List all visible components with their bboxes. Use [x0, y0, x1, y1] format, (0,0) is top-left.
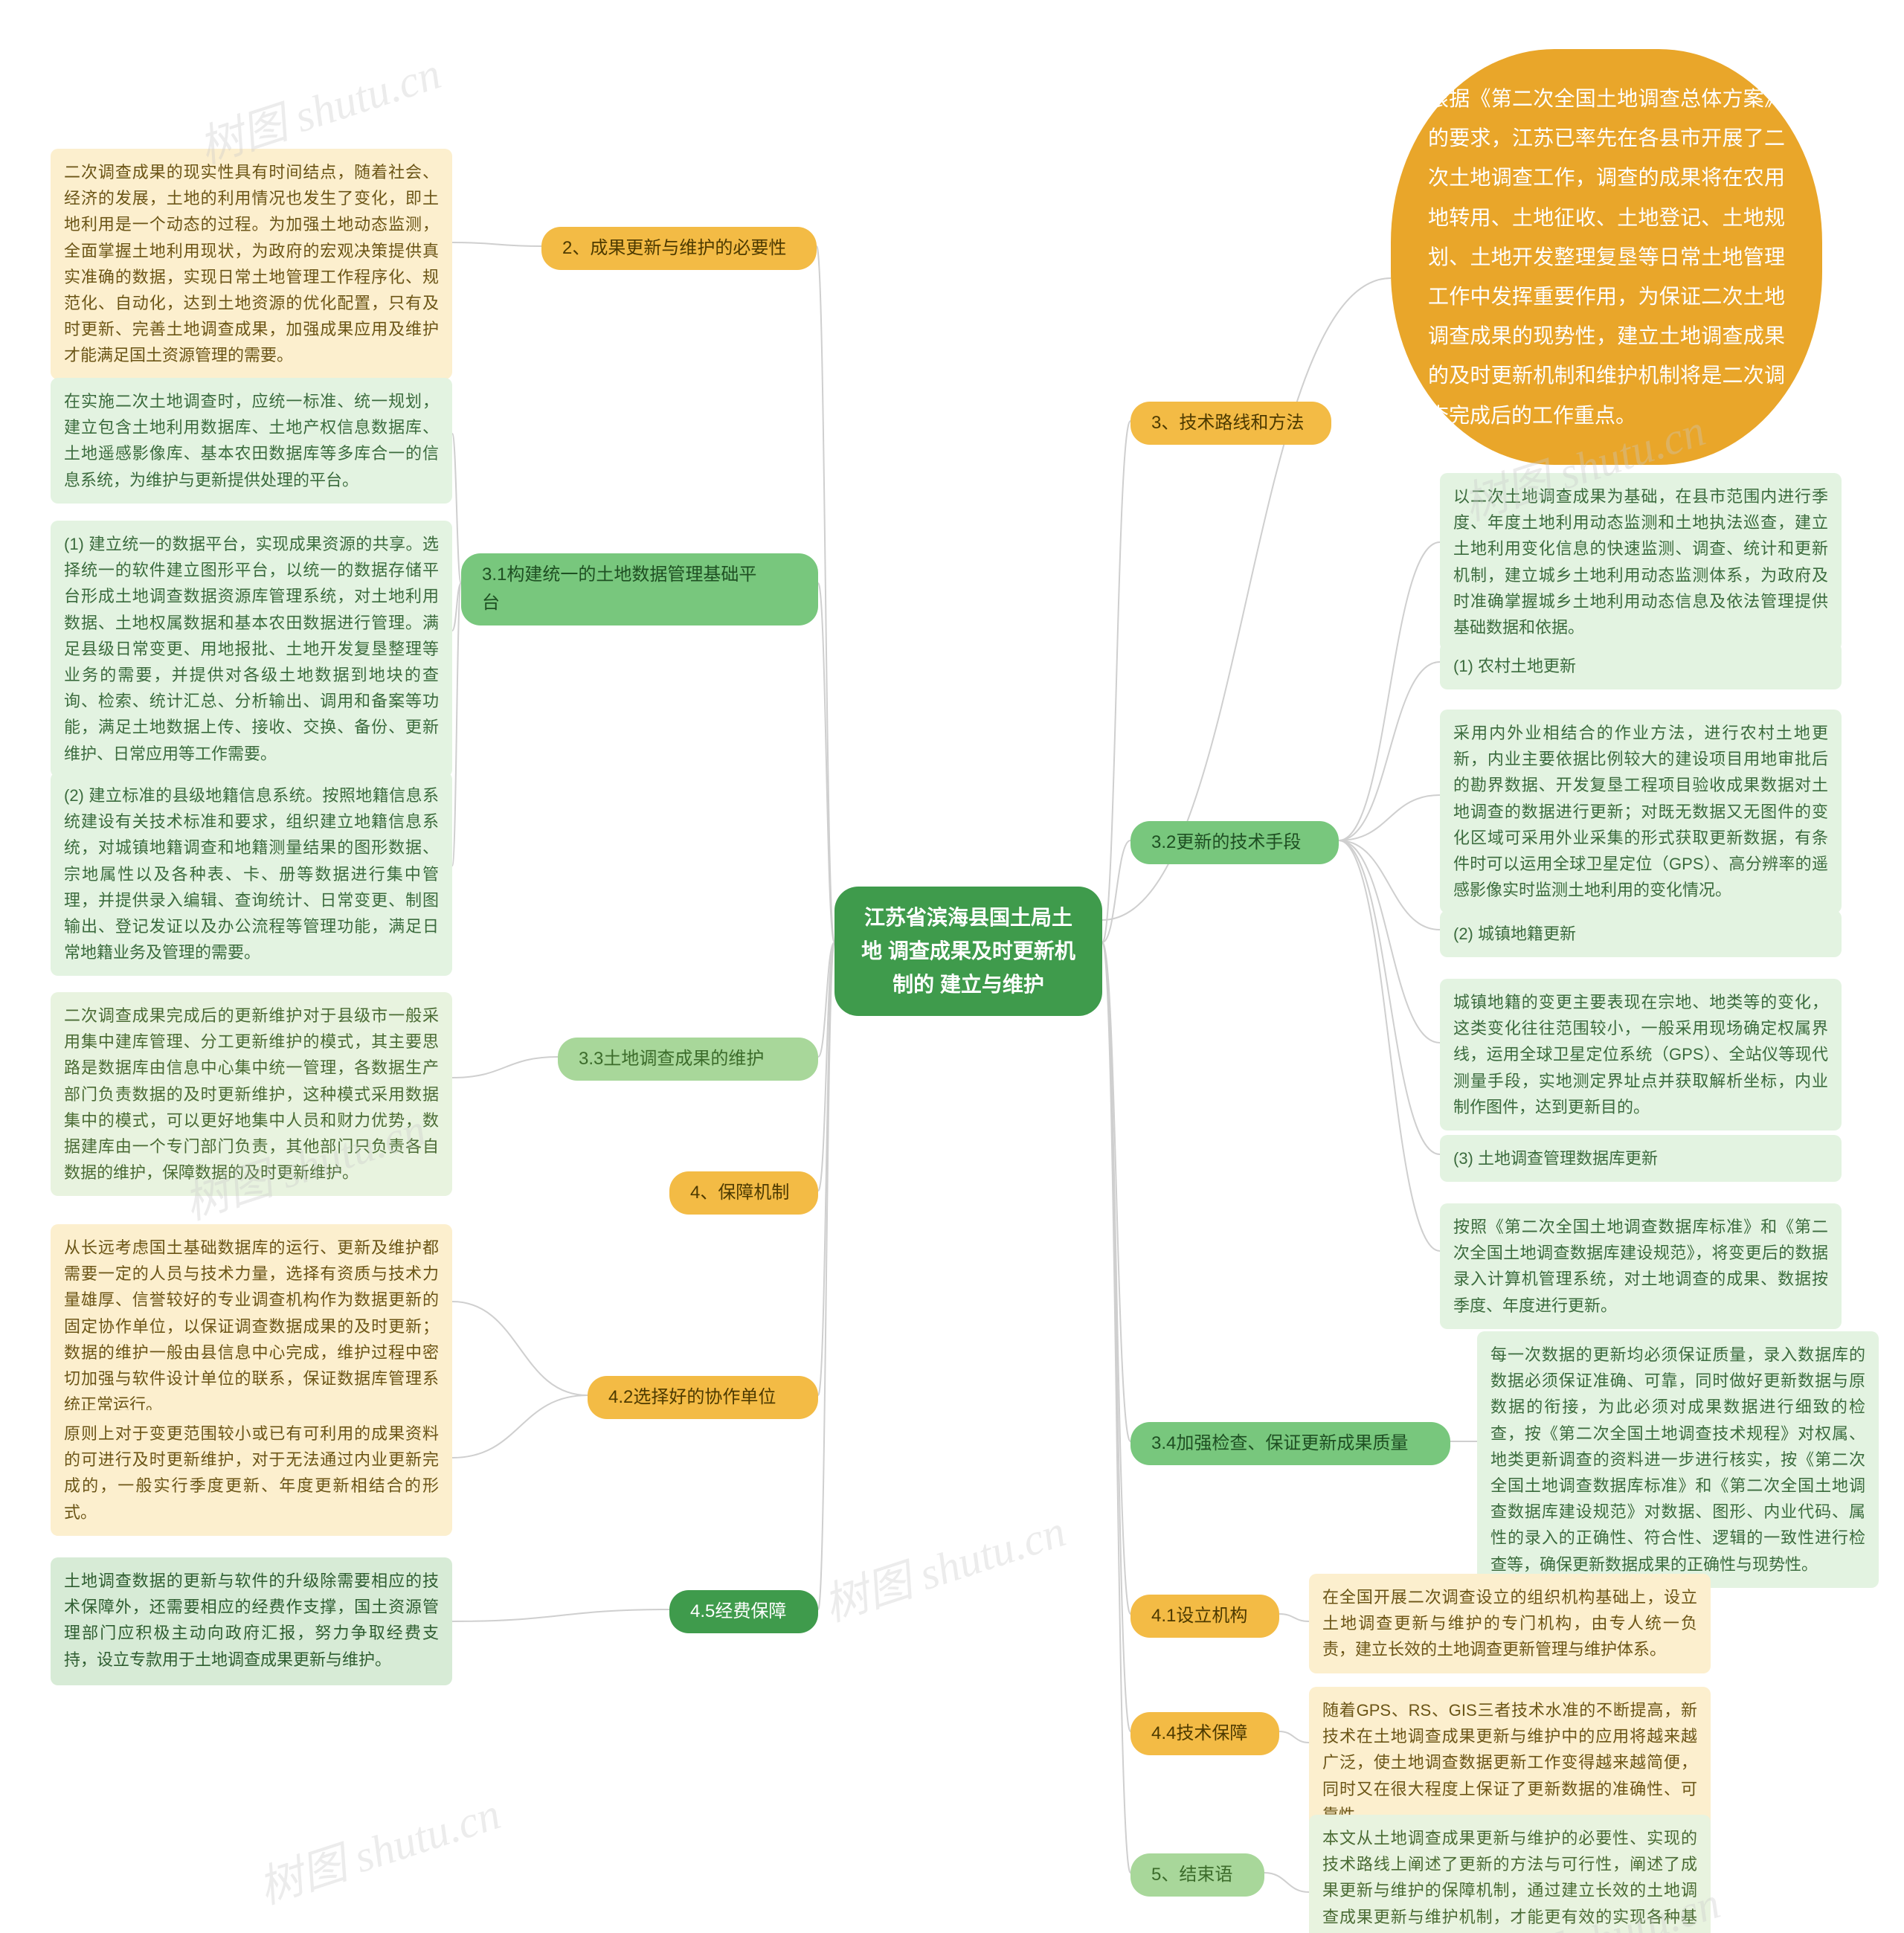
leaf-b32l1: 以二次土地调查成果为基础，在县市范围内进行季度、年度土地利用动态监测和土地执法巡…	[1440, 473, 1842, 651]
branch-b2: 2、成果更新与维护的必要性	[541, 227, 817, 270]
leaf-b32l4: (2) 城镇地籍更新	[1440, 910, 1842, 957]
leaf-b31l2: (1) 建立统一的数据平台，实现成果资源的共享。选择统一的软件建立图形平台，以统…	[51, 521, 452, 777]
leaf-b34l1: 每一次数据的更新均必须保证质量，录入数据库的数据必须保证准确、可靠，同时做好更新…	[1477, 1331, 1879, 1588]
leaf-b32l3: 采用内外业相结合的作业方法，进行农村土地更新，内业主要依据比例较大的建设项目用地…	[1440, 710, 1842, 913]
branch-b3: 3、技术路线和方法	[1130, 402, 1331, 445]
branch-b31: 3.1构建统一的土地数据管理基础平 台	[461, 553, 818, 625]
leaf-b42l1: 从长远考虑国土基础数据库的运行、更新及维护都需要一定的人员与技术力量，选择有资质…	[51, 1224, 452, 1428]
branch-b42: 4.2选择好的协作单位	[588, 1376, 818, 1419]
branch-b45: 4.5经费保障	[669, 1590, 818, 1633]
leaf-b41l1: 在全国开展二次调查设立的组织机构基础上，设立土地调查更新与维护的专门机构，由专人…	[1309, 1574, 1711, 1673]
branch-b5: 5、结束语	[1130, 1853, 1264, 1897]
branch-b33: 3.3土地调查成果的维护	[558, 1038, 818, 1081]
leaf-b32l2: (1) 农村土地更新	[1440, 643, 1842, 689]
branch-b32: 3.2更新的技术手段	[1130, 821, 1339, 864]
branch-b4: 4、保障机制	[669, 1171, 818, 1215]
leaf-b31l3: (2) 建立标准的县级地籍信息系统。按照地籍信息系统建设有关技术标准和要求，组织…	[51, 772, 452, 976]
branch-b44: 4.4技术保障	[1130, 1712, 1279, 1755]
mindmap-canvas: 江苏省滨海县国土局土地 调查成果及时更新机制的 建立与维护 根据《第二次全国土地调…	[0, 0, 1904, 1933]
leaf-b31l1: 在实施二次土地调查时，应统一标准、统一规划，建立包含土地利用数据库、土地产权信息…	[51, 378, 452, 504]
leaf-b32l7: 按照《第二次全国土地调查数据库标准》和《第二次全国土地调查数据库建设规范》，将变…	[1440, 1203, 1842, 1329]
leaf-b2l1: 二次调查成果的现实性具有时间结点，随着社会、经济的发展，土地的利用情况也发生了变…	[51, 149, 452, 379]
branch-b34: 3.4加强检查、保证更新成果质量	[1130, 1422, 1450, 1465]
leaf-b45l1: 土地调查数据的更新与软件的升级除需要相应的技术保障外，还需要相应的经费作支撑，国…	[51, 1557, 452, 1685]
watermark: 树图 shutu.cn	[249, 1778, 507, 1917]
branch-b41: 4.1设立机构	[1130, 1595, 1279, 1638]
center-node: 江苏省滨海县国土局土地 调查成果及时更新机制的 建立与维护	[834, 887, 1102, 1016]
leaf-b33l1: 二次调查成果完成后的更新维护对于县级市一般采用集中建库管理、分工更新维护的模式，…	[51, 992, 452, 1196]
leaf-b5l1: 本文从土地调查成果更新与维护的必要性、实现的技术路线上阐述了更新的方法与可行性，…	[1309, 1815, 1711, 1933]
leaf-b32l6: (3) 土地调查管理数据库更新	[1440, 1135, 1842, 1182]
intro-box: 根据《第二次全国土地调查总体方案》的要求，江苏已率先在各县市开展了二次土地调查工…	[1391, 49, 1822, 465]
leaf-b32l5: 城镇地籍的变更主要表现在宗地、地类等的变化，这类变化往往范围较小，一般采用现场确…	[1440, 979, 1842, 1130]
leaf-b42l2: 原则上对于变更范围较小或已有可利用的成果资料的可进行及时更新维护，对于无法通过内…	[51, 1410, 452, 1536]
watermark: 树图 shutu.cn	[814, 1495, 1072, 1634]
